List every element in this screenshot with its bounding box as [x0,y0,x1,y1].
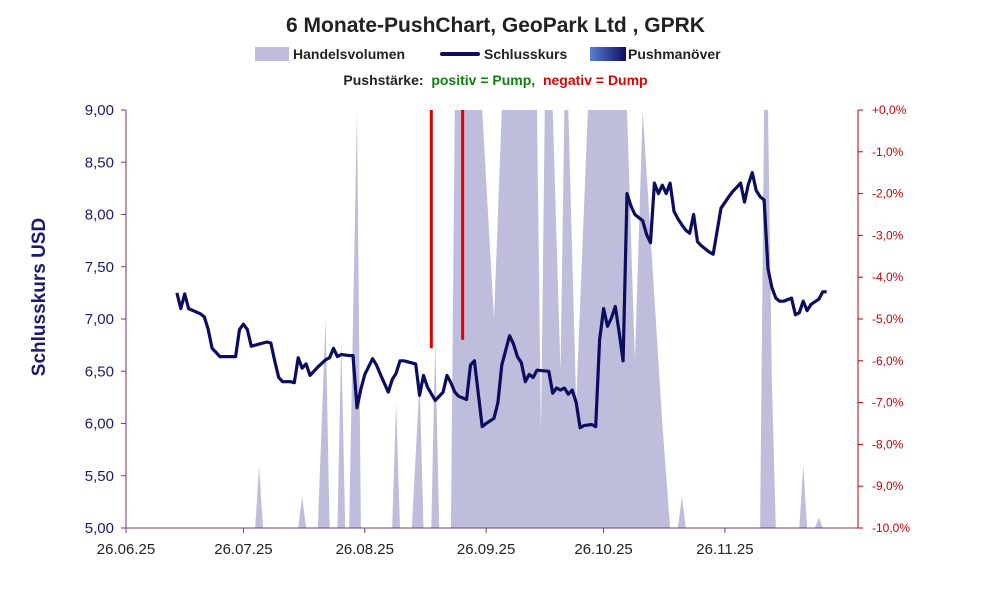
y2-tick-label: -2,0% [872,187,904,201]
x-tick-label: 26.08.25 [336,541,394,558]
legend-item-push: Pushmanöver [590,46,721,62]
legend-swatch-close [440,52,480,56]
push-positive-label: positiv = Pump, [431,72,536,88]
legend-label-volume: Handelsvolumen [293,46,406,62]
y2-tick-label: -4,0% [872,270,904,284]
legend-item-volume: Handelsvolumen [255,46,405,62]
y-tick-label: 6,00 [85,416,114,433]
close-price-line [175,171,827,430]
legend-swatch-volume [255,47,289,61]
chart-title: 6 Monate-PushChart, GeoPark Ltd , GPRK [286,14,705,37]
y2-tick-label: -7,0% [872,396,904,410]
y-tick-label: 8,50 [85,154,114,171]
y2-tick-label: -9,0% [872,479,904,493]
legend-swatch-push [590,47,626,61]
y-axis-label: Schlusskurs USD [29,218,50,376]
x-tick-label: 26.07.25 [214,541,272,558]
y2-tick-label: -10,0% [872,521,910,535]
y2-tick-label: -1,0% [872,145,904,159]
legend-label-push: Pushmanöver [628,46,721,62]
y2-tick-label: -6,0% [872,354,904,368]
x-tick-label: 26.10.25 [574,541,632,558]
push-strength-note: Pushstärke: positiv = Pump, negativ = Du… [0,72,991,88]
y2-tick-label: -8,0% [872,437,904,451]
y-tick-label: 8,00 [85,207,114,224]
y-tick-label: 5,50 [85,468,114,485]
y-tick-label: 6,50 [85,363,114,380]
push-negative-label: negativ = Dump [542,72,648,88]
legend-item-close: Schlusskurs [440,46,567,62]
chart-legend: Handelsvolumen Schlusskurs Pushmanöver [0,46,991,66]
push-strength-label: Pushstärke: [343,72,424,88]
y-tick-label: 5,00 [85,520,114,537]
legend-label-close: Schlusskurs [484,46,568,62]
volume-area [126,110,858,528]
y-tick-label: 7,00 [85,311,114,328]
y2-tick-label: -3,0% [872,228,904,242]
x-tick-label: 26.06.25 [97,541,155,558]
y-tick-label: 9,00 [85,102,114,119]
x-tick-label: 26.09.25 [457,541,515,558]
y-tick-label: 7,50 [85,259,114,276]
y2-tick-label: -5,0% [872,312,904,326]
y2-tick-label: +0,0% [872,103,907,117]
x-tick-label: 26.11.25 [696,541,753,558]
